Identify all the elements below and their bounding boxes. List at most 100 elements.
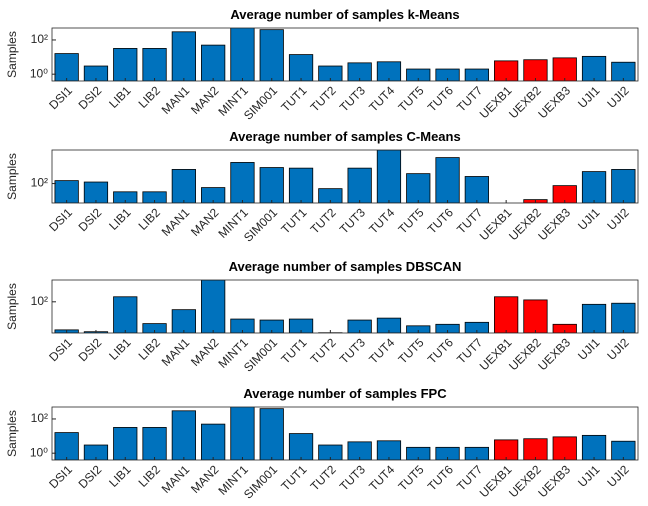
bar bbox=[464, 446, 489, 460]
bar bbox=[581, 303, 607, 333]
bar bbox=[54, 432, 79, 460]
y-tick-label: 10⁰ bbox=[30, 66, 48, 80]
bar bbox=[201, 280, 226, 333]
x-tick-label: SIM001 bbox=[241, 335, 280, 374]
bar bbox=[142, 427, 167, 460]
x-tick-label: TUT1 bbox=[278, 335, 309, 366]
bar bbox=[113, 296, 138, 333]
bar bbox=[171, 309, 196, 333]
bar bbox=[552, 57, 577, 81]
bar bbox=[406, 325, 431, 333]
x-tick-label: MAN1 bbox=[159, 335, 193, 369]
bar bbox=[611, 302, 636, 333]
bar bbox=[552, 436, 577, 460]
bar bbox=[581, 434, 607, 460]
x-tick-label: DSI1 bbox=[46, 205, 75, 234]
x-tick-label: DSI2 bbox=[76, 462, 105, 491]
x-tick-label: TUT6 bbox=[425, 205, 456, 236]
bar bbox=[523, 59, 548, 81]
x-tick-label: UEXB3 bbox=[535, 83, 573, 121]
x-tick-label: UEXB3 bbox=[535, 205, 573, 243]
x-tick-label: UJI1 bbox=[575, 462, 603, 490]
x-tick-label: SIM001 bbox=[241, 462, 280, 501]
bars bbox=[54, 150, 636, 203]
bar bbox=[523, 299, 548, 333]
y-tick-label: 10² bbox=[31, 176, 48, 190]
y-tick-label: 10² bbox=[31, 32, 48, 46]
y-tick-label: 10² bbox=[31, 411, 48, 425]
x-tick-label: MAN1 bbox=[159, 462, 193, 496]
bar bbox=[230, 162, 255, 203]
x-tick-label: TUT5 bbox=[396, 83, 427, 114]
x-tick-label: TUT3 bbox=[337, 462, 368, 493]
chart-title: Average number of samples FPC bbox=[243, 386, 447, 401]
chart-title: Average number of samples k-Means bbox=[230, 7, 459, 22]
bar bbox=[288, 318, 314, 333]
bar bbox=[54, 180, 79, 203]
bar bbox=[347, 167, 372, 203]
x-tick-label: TUT1 bbox=[278, 462, 309, 493]
bar bbox=[259, 167, 284, 203]
x-tick-label: TUT4 bbox=[366, 462, 397, 493]
bars bbox=[54, 280, 636, 333]
x-tick-label: MAN1 bbox=[159, 83, 193, 117]
bar bbox=[171, 169, 196, 203]
bar bbox=[494, 60, 519, 81]
bar bbox=[259, 29, 284, 81]
bar bbox=[376, 150, 402, 203]
x-tick-label: UJI1 bbox=[575, 205, 603, 233]
x-tick-label: MAN1 bbox=[159, 205, 193, 239]
x-tick-label: LIB1 bbox=[106, 462, 134, 490]
axes-box bbox=[51, 27, 639, 82]
x-tick-label: MAN2 bbox=[188, 335, 222, 369]
axes-box bbox=[51, 149, 639, 204]
bar bbox=[83, 181, 109, 203]
x-tick-label: DSI2 bbox=[76, 205, 105, 234]
x-tick-label: MAN2 bbox=[188, 205, 222, 239]
x-tick-label: TUT3 bbox=[337, 205, 368, 236]
x-tick-label: DSI1 bbox=[46, 83, 75, 112]
axes-box bbox=[51, 406, 639, 461]
x-tick-label: TUT4 bbox=[366, 205, 397, 236]
x-tick-label: TUT4 bbox=[366, 83, 397, 114]
bar bbox=[113, 427, 138, 460]
bar bbox=[83, 444, 109, 460]
x-tick-label: TUT1 bbox=[278, 83, 309, 114]
x-tick-label: DSI2 bbox=[76, 83, 105, 112]
y-axis-label: Samples bbox=[5, 410, 19, 457]
chart-title: Average number of samples C-Means bbox=[229, 129, 460, 144]
bar bbox=[230, 318, 255, 333]
x-tick-label: TUT2 bbox=[308, 205, 339, 236]
bar bbox=[376, 61, 402, 81]
bars bbox=[54, 28, 636, 81]
y-axis-label: Samples bbox=[5, 31, 19, 78]
x-tick-label: SIM001 bbox=[241, 83, 280, 122]
x-tick-label: UEXB3 bbox=[535, 462, 573, 500]
chart-title: Average number of samples DBSCAN bbox=[229, 259, 462, 274]
x-tick-label: DSI1 bbox=[46, 335, 75, 364]
y-tick-label: 10⁰ bbox=[30, 445, 48, 459]
bar bbox=[318, 444, 343, 460]
x-tick-label: TUT5 bbox=[396, 462, 427, 493]
x-tick-label: TUT3 bbox=[337, 83, 368, 114]
x-tick-label: MAN2 bbox=[188, 462, 222, 496]
bar bbox=[406, 446, 431, 460]
bar bbox=[581, 55, 607, 81]
bar bbox=[54, 53, 79, 81]
y-tick-label: 10² bbox=[31, 294, 48, 308]
y-axis-label: Samples bbox=[5, 283, 19, 330]
x-tick-label: DSI1 bbox=[46, 462, 75, 491]
x-tick-label: LIB1 bbox=[106, 335, 134, 363]
bar bbox=[142, 48, 167, 81]
bar bbox=[230, 407, 255, 460]
bar bbox=[201, 423, 226, 460]
axes-box bbox=[51, 279, 639, 334]
bar bbox=[435, 157, 460, 203]
bar bbox=[523, 438, 548, 460]
x-tick-label: DSI2 bbox=[76, 335, 105, 364]
x-tick-label: TUT2 bbox=[308, 462, 339, 493]
bar bbox=[288, 433, 314, 460]
bar bbox=[494, 439, 519, 460]
bar bbox=[171, 410, 196, 460]
x-tick-label: UJI1 bbox=[575, 83, 603, 111]
